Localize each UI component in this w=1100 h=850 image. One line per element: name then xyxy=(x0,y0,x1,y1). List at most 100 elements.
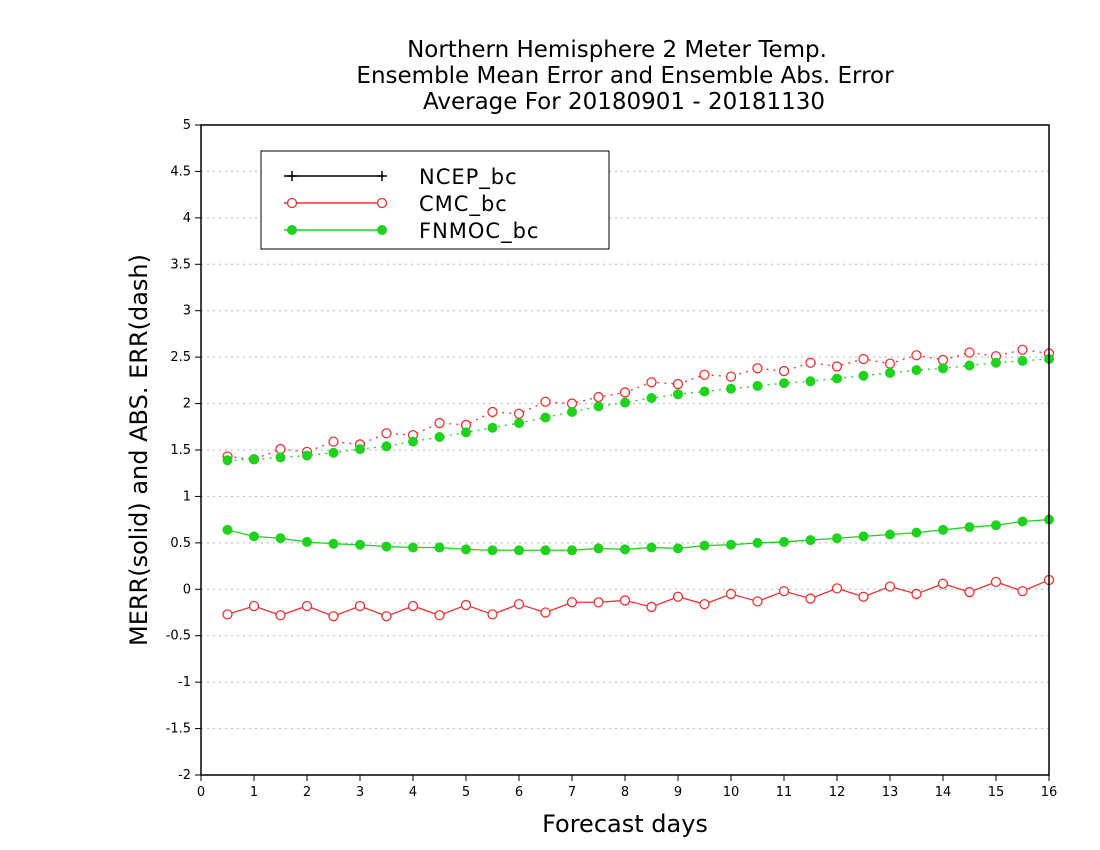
data-point-fnmoc-bc xyxy=(381,441,392,452)
legend-item-ncep-bc: NCEP_bc xyxy=(284,165,518,190)
data-point-cmc-bc xyxy=(1017,585,1028,597)
data-point-cmc-bc xyxy=(487,406,498,418)
data-point-fnmoc-bc xyxy=(355,444,365,455)
data-point-fnmoc-bc xyxy=(858,370,869,381)
series-line-fnmoc-bc-abs-err xyxy=(227,358,1050,461)
series-line-cmc-bc-merr xyxy=(227,579,1050,617)
data-point-fnmoc-bc xyxy=(222,524,233,535)
data-point-cmc-bc xyxy=(831,583,843,594)
data-point-cmc-bc xyxy=(752,596,763,607)
data-point-fnmoc-bc xyxy=(302,450,312,461)
data-point-fnmoc-bc xyxy=(699,540,710,551)
data-point-cmc-bc xyxy=(381,611,392,622)
data-point-fnmoc-bc xyxy=(355,539,365,550)
y-tick-label: 1.5 xyxy=(170,443,191,458)
legend-marker xyxy=(377,171,387,181)
data-point-fnmoc-bc xyxy=(514,545,524,556)
data-point-cmc-bc xyxy=(672,378,684,390)
data-point-fnmoc-bc xyxy=(779,536,789,547)
legend-label: FNMOC_bc xyxy=(419,219,539,244)
data-point-cmc-bc xyxy=(566,597,578,608)
data-point-cmc-bc xyxy=(964,347,975,358)
data-point-cmc-bc xyxy=(407,600,419,612)
data-point-fnmoc-bc xyxy=(805,535,816,546)
data-point-cmc-bc xyxy=(540,607,551,618)
series-fnmoc-bc-abs-err xyxy=(222,354,1054,466)
legend-marker xyxy=(377,225,387,235)
data-point-cmc-bc xyxy=(513,598,525,610)
x-tick-label: 2 xyxy=(303,785,311,800)
x-tick-label: 4 xyxy=(409,785,417,800)
data-point-cmc-bc xyxy=(911,588,922,600)
series-line-cmc-bc-abs-err xyxy=(227,349,1050,460)
x-tick-label: 6 xyxy=(515,785,523,800)
data-point-cmc-bc xyxy=(831,361,843,372)
axes: -2-1.5-1-0.500.511.522.533.544.550 1 2 3 4 5 6… xyxy=(166,118,1058,800)
x-tick-label: 13 xyxy=(882,785,899,800)
series-fnmoc-bc-merr xyxy=(222,514,1054,556)
y-tick-label: -2 xyxy=(178,768,191,783)
data-point-fnmoc-bc xyxy=(567,406,577,417)
y-tick-label: 0.5 xyxy=(170,536,191,551)
data-point-fnmoc-bc xyxy=(328,538,339,549)
legend-label: NCEP_bc xyxy=(419,165,518,190)
data-point-fnmoc-bc xyxy=(275,533,286,544)
data-point-cmc-bc xyxy=(619,595,631,606)
data-point-fnmoc-bc xyxy=(408,542,418,553)
legend-marker xyxy=(286,197,298,209)
title-line-2: Ensemble Mean Error and Ensemble Abs. Er… xyxy=(356,63,894,89)
data-point-cmc-bc xyxy=(434,610,445,621)
data-point-fnmoc-bc xyxy=(673,543,683,554)
data-point-cmc-bc xyxy=(725,371,737,382)
legend-item-cmc-bc: CMC_bc xyxy=(284,192,507,217)
x-tick-label: 5 xyxy=(462,785,470,800)
series-cmc-bc-abs-err xyxy=(222,344,1055,465)
x-tick-label: 15 xyxy=(988,785,1005,800)
data-point-fnmoc-bc xyxy=(964,360,975,371)
data-point-fnmoc-bc xyxy=(620,397,630,408)
x-tick-label: 3 xyxy=(356,785,364,800)
y-axis-label: MERR(solid) and ABS. ERR(dash) xyxy=(125,254,153,646)
data-point-cmc-bc xyxy=(990,576,1002,588)
data-point-fnmoc-bc xyxy=(540,545,551,556)
data-point-cmc-bc xyxy=(805,593,816,604)
legend-marker xyxy=(287,171,297,181)
data-point-fnmoc-bc xyxy=(434,542,445,553)
data-point-fnmoc-bc xyxy=(832,373,842,384)
data-point-fnmoc-bc xyxy=(779,378,789,389)
x-tick-label: 7 xyxy=(568,785,576,800)
x-tick-label: 0 xyxy=(197,785,205,800)
series-layer xyxy=(222,344,1055,622)
data-point-cmc-bc xyxy=(487,609,498,620)
data-point-cmc-bc xyxy=(805,357,816,368)
data-point-cmc-bc xyxy=(725,588,737,600)
legend-item-fnmoc-bc: FNMOC_bc xyxy=(284,219,539,244)
data-point-fnmoc-bc xyxy=(275,452,286,463)
data-point-cmc-bc xyxy=(328,611,339,622)
data-point-fnmoc-bc xyxy=(620,544,630,555)
data-point-fnmoc-bc xyxy=(434,432,445,442)
y-tick-label: 2.5 xyxy=(170,350,191,365)
data-point-cmc-bc xyxy=(911,350,922,361)
data-point-cmc-bc xyxy=(699,598,710,610)
x-tick-label: 16 xyxy=(1041,785,1058,800)
data-point-cmc-bc xyxy=(858,591,869,602)
data-point-cmc-bc xyxy=(699,369,710,380)
data-point-fnmoc-bc xyxy=(938,363,948,374)
data-point-fnmoc-bc xyxy=(832,533,842,544)
y-tick-label: -1 xyxy=(178,675,191,690)
data-point-cmc-bc xyxy=(672,591,684,602)
y-tick-label: 4.5 xyxy=(170,164,191,179)
data-point-cmc-bc xyxy=(964,586,975,598)
data-point-cmc-bc xyxy=(248,600,260,612)
x-tick-label: 1 xyxy=(250,785,258,800)
data-point-fnmoc-bc xyxy=(381,541,392,552)
data-point-cmc-bc xyxy=(937,354,949,366)
data-point-cmc-bc xyxy=(434,417,445,429)
data-point-fnmoc-bc xyxy=(487,422,498,433)
data-point-fnmoc-bc xyxy=(593,543,604,554)
data-point-fnmoc-bc xyxy=(885,529,895,540)
data-point-cmc-bc xyxy=(328,436,339,447)
data-point-fnmoc-bc xyxy=(408,436,418,447)
y-tick-label: 3 xyxy=(183,304,191,319)
